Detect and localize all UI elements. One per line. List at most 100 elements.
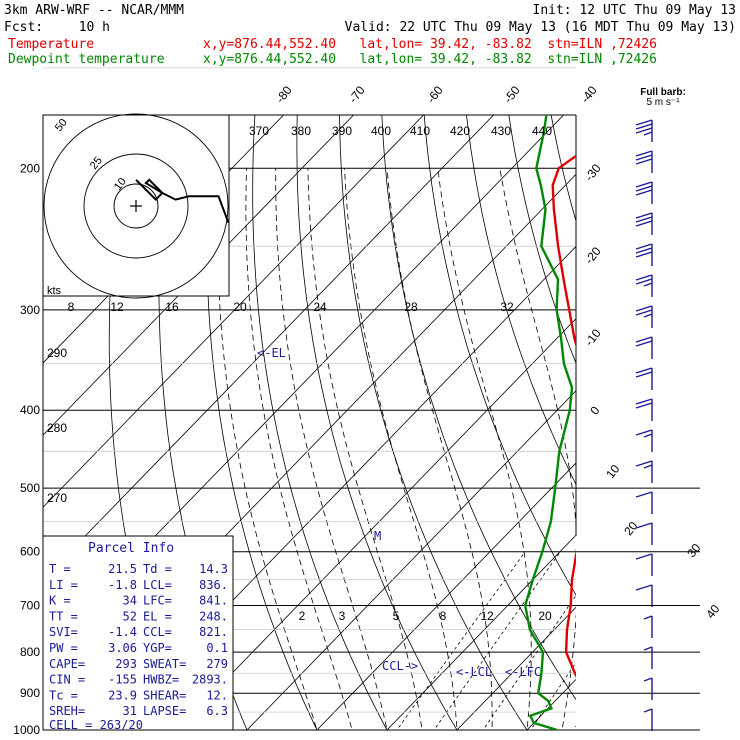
parcel-value: SHEAR= [143, 688, 186, 702]
moist-adiabat [275, 168, 388, 730]
temperature-tick-label: -10 [582, 326, 604, 349]
moist-adiabat [499, 168, 576, 730]
moist-adiabat [386, 168, 493, 730]
dry-adiabat [677, 0, 740, 740]
wind-barb [635, 150, 653, 173]
isotherm-line [526, 678, 576, 730]
profiles [523, 115, 576, 730]
init-time: Init: 12 UTC Thu 09 May 13 [533, 3, 737, 18]
wind-barb [635, 367, 653, 390]
mixing-ratio-line [573, 725, 576, 730]
wind-barb [635, 212, 653, 235]
pressure-tick-label: 700 [20, 599, 40, 613]
isotherm-line [43, 115, 355, 436]
parcel-value: PW = [49, 641, 78, 655]
wind-barb [643, 615, 653, 638]
hodograph-speed-tick: 28 [404, 300, 418, 314]
dry-adiabat [381, 115, 576, 701]
parcel-value: 293 [115, 657, 137, 671]
parcel-value: -1.4 [108, 625, 137, 639]
mixing-ratio-line [482, 594, 576, 730]
parcel-value: 31 [123, 704, 137, 718]
mixing-ratio-label: 2 [299, 609, 306, 623]
isotherm-line [720, 0, 740, 740]
moist-adiabat [627, 168, 703, 740]
wind-barb [635, 274, 653, 297]
wind-barb [635, 305, 653, 328]
dry-adiabat [714, 0, 740, 740]
moist-adiabat [695, 168, 740, 740]
parcel-value: LFC= [143, 594, 172, 608]
temperature-legend: Temperature [8, 37, 94, 52]
hodograph-trace [135, 178, 230, 224]
isobars [42, 67, 700, 731]
parcel-value: CAPE= [49, 657, 85, 671]
hodograph-speed-tick: 20 [233, 300, 247, 314]
moist-adiabat [217, 168, 318, 730]
parcel-value: -1.8 [108, 578, 137, 592]
theta-e-tick-label: 290 [47, 346, 67, 360]
mixing-ratio-line [530, 661, 576, 730]
parcel-value: LAPSE= [143, 704, 186, 718]
wind-barb [635, 336, 653, 359]
parcel-box-frame [42, 535, 234, 731]
hodograph-ring-label: 25 [88, 155, 105, 172]
isotherm-line [43, 115, 425, 508]
wind-barb [635, 584, 653, 607]
temperature-tick-label: -40 [578, 83, 600, 106]
hodograph-speed-tick: 12 [110, 300, 124, 314]
wind-barb [643, 646, 653, 669]
hodograph-speed-tick: 8 [68, 300, 75, 314]
dewpoint-legend: Dewpoint temperature [8, 52, 165, 67]
pressure-tick-label: 600 [20, 545, 40, 559]
parcel-title: Parcel Info [88, 541, 174, 556]
hodograph-ring-label: 10 [112, 176, 129, 193]
wind-barb [635, 398, 653, 421]
isotherm-line [43, 115, 495, 581]
parcel-value: YGP= [143, 641, 172, 655]
mixing-ratio-line [396, 551, 526, 730]
theta-tick-label: 400 [371, 124, 391, 138]
level-annotation: CCL-> [382, 659, 418, 673]
moist-adiabat [661, 168, 740, 740]
level-annotation: <-EL [257, 346, 286, 360]
moist-adiabat [730, 168, 740, 740]
theta-tick-label: 440 [532, 124, 552, 138]
dry-adiabat [296, 115, 458, 730]
mixing-ratio-label: 8 [440, 609, 447, 623]
temperature-tick-label: -30 [582, 161, 604, 184]
pressure-tick-label: 500 [20, 481, 40, 495]
isotherm-line [580, 0, 740, 740]
parcel-value: TT = [49, 609, 78, 623]
parcel-value: 6.3 [206, 704, 228, 718]
parcel-value: 279 [206, 657, 228, 671]
fcst-label: Fcst: [4, 20, 43, 35]
parcel-value: 836. [199, 578, 228, 592]
wind-barb [635, 181, 653, 204]
theta-tick-label: 380 [291, 124, 311, 138]
moist-adiabat [437, 168, 532, 730]
wind-barb [635, 243, 653, 266]
level-annotation: <-LFC [505, 665, 541, 679]
isotherm-line [386, 534, 576, 730]
hodograph-units: kts [47, 285, 62, 297]
temperature-tick-label: -20 [582, 244, 604, 267]
dry-adiabat [423, 115, 576, 596]
moist-adiabat [307, 168, 423, 730]
wind-barb [635, 119, 653, 142]
parcel-value: 3.06 [108, 641, 137, 655]
temperature-location: x,y=876.44,552.40 lat,lon= 39.42, -83.82… [203, 37, 657, 52]
isotherm-line [316, 462, 576, 730]
hodograph-speed-tick: 16 [165, 300, 179, 314]
mixing-ratio-label: 5 [393, 609, 400, 623]
barb-legend-title: Full barb: [640, 87, 686, 98]
hodograph-ring [113, 183, 159, 229]
dry-adiabat [252, 115, 388, 730]
pressure-tick-label: 900 [20, 686, 40, 700]
theta-tick-label: 370 [249, 124, 269, 138]
barb-legend-unit: 5 m s⁻¹ [646, 97, 680, 108]
pressure-tick-label: 200 [20, 161, 40, 175]
parcel-value: 14.3 [199, 562, 228, 576]
parcel-value: 52 [123, 609, 137, 623]
wind-barb [635, 553, 653, 576]
